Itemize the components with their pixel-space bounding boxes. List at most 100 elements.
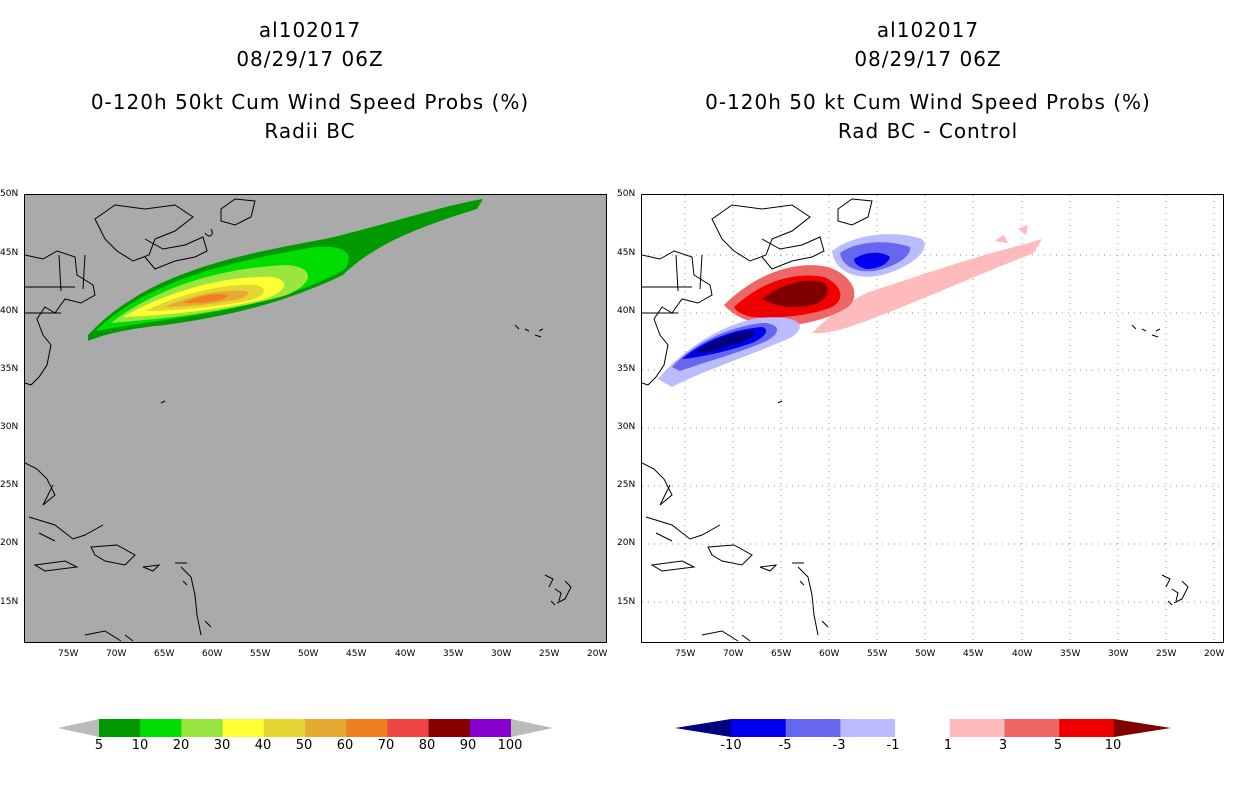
colorbar-swatch xyxy=(731,719,787,737)
left-colorbar-label: 90 xyxy=(459,738,477,753)
right-colorbar-label: 10 xyxy=(1104,738,1122,753)
left-colorbar-svg xyxy=(58,719,553,737)
right-lat-label: 20N xyxy=(617,538,636,548)
left-lat-label: 30N xyxy=(0,422,19,432)
left-lon-label: 20W xyxy=(587,649,608,659)
left-colorbar-label: 5 xyxy=(94,738,104,753)
right-lat-label: 15N xyxy=(617,597,636,607)
right-lat-label: 40N xyxy=(617,306,636,316)
right-lon-label: 55W xyxy=(867,649,888,659)
coastlines xyxy=(25,198,572,642)
left-lat-label: 50N xyxy=(0,189,19,199)
left-lat-label: 40N xyxy=(0,306,19,316)
right-lon-label: 60W xyxy=(819,649,840,659)
left-lon-label: 35W xyxy=(443,649,464,659)
colorbar-swatch xyxy=(840,719,896,737)
right-map-canvas xyxy=(642,195,1223,642)
colorbar-swatch xyxy=(346,719,388,737)
right-product: 0-120h 50 kt Cum Wind Speed Probs (%) xyxy=(705,90,1151,114)
left-lon-label: 45W xyxy=(346,649,367,659)
right-lat-label: 35N xyxy=(617,364,636,374)
left-lon-label: 50W xyxy=(298,649,319,659)
right-colorbar-label: -1 xyxy=(886,738,900,753)
left-colorbar xyxy=(58,719,553,737)
right-colorbar-label: -3 xyxy=(832,738,846,753)
left-title-block: al102017 08/29/17 06Z 0-120h 50kt Cum Wi… xyxy=(0,16,620,146)
colorbar-end-low xyxy=(675,719,731,737)
right-lon-label: 30W xyxy=(1108,649,1129,659)
left-lat-label: 35N xyxy=(0,364,19,374)
left-datetime: 08/29/17 06Z xyxy=(236,47,384,71)
right-lat-label: 45N xyxy=(617,248,636,258)
left-colorbar-label: 30 xyxy=(213,738,231,753)
right-lon-label: 20W xyxy=(1204,649,1225,659)
gridlines xyxy=(642,195,1223,642)
right-colorbar-label: -10 xyxy=(720,738,742,753)
right-colorbar-label: 3 xyxy=(998,738,1008,753)
right-lon-label: 35W xyxy=(1060,649,1081,659)
left-lon-label: 65W xyxy=(154,649,175,659)
left-colorbar-label: 80 xyxy=(418,738,436,753)
right-difference-map xyxy=(641,194,1224,643)
colorbar-swatch xyxy=(181,719,224,737)
colorbar-swatch xyxy=(140,719,182,737)
right-lon-label: 70W xyxy=(723,649,744,659)
left-lat-label: 45N xyxy=(0,248,19,258)
left-lat-label: 20N xyxy=(0,538,19,548)
right-lon-label: 65W xyxy=(771,649,792,659)
left-subtitle: Radii BC xyxy=(264,119,356,143)
left-colorbar-label: 100 xyxy=(497,738,523,753)
colorbar-swatch xyxy=(305,719,347,737)
coastlines-right xyxy=(642,198,1189,642)
left-lon-label: 55W xyxy=(250,649,271,659)
colorbar-swatch xyxy=(469,719,512,737)
colorbar-swatch xyxy=(1004,719,1060,737)
left-lat-label: 15N xyxy=(0,597,19,607)
right-colorbar xyxy=(675,719,1171,737)
probability-contours xyxy=(88,199,483,341)
left-lon-label: 75W xyxy=(58,649,79,659)
left-lon-label: 60W xyxy=(202,649,223,659)
left-lat-label: 25N xyxy=(0,480,19,490)
right-colorbar-label: 1 xyxy=(943,738,953,753)
left-colorbar-label: 70 xyxy=(377,738,395,753)
right-colorbar-label: -5 xyxy=(778,738,792,753)
colorbar-swatch xyxy=(387,719,430,737)
colorbar-swatch xyxy=(263,719,306,737)
colorbar-swatch xyxy=(949,719,1005,737)
right-colorbar-svg xyxy=(675,719,1171,737)
left-probability-map xyxy=(24,194,607,643)
colorbar-end-high xyxy=(511,719,553,737)
right-title-block: al102017 08/29/17 06Z 0-120h 50 kt Cum W… xyxy=(620,16,1236,146)
left-lon-label: 40W xyxy=(395,649,416,659)
left-lon-label: 70W xyxy=(106,649,127,659)
right-lon-label: 75W xyxy=(675,649,696,659)
left-colorbar-label: 10 xyxy=(131,738,149,753)
right-lat-label: 50N xyxy=(617,189,636,199)
left-colorbar-label: 50 xyxy=(295,738,313,753)
right-lon-label: 45W xyxy=(963,649,984,659)
left-lon-label: 25W xyxy=(539,649,560,659)
colorbar-swatch xyxy=(785,719,841,737)
left-colorbar-label: 60 xyxy=(336,738,354,753)
left-colorbar-label: 40 xyxy=(254,738,272,753)
right-lon-label: 25W xyxy=(1156,649,1177,659)
difference-contours xyxy=(658,225,1042,387)
colorbar-swatch xyxy=(99,719,141,737)
right-lon-label: 50W xyxy=(915,649,936,659)
right-subtitle: Rad BC - Control xyxy=(837,119,1019,143)
left-map-canvas xyxy=(25,198,572,642)
right-storm-id: al102017 xyxy=(876,18,980,42)
colorbar-swatch xyxy=(895,719,951,737)
right-lon-label: 40W xyxy=(1012,649,1033,659)
left-lon-label: 30W xyxy=(491,649,512,659)
left-product: 0-120h 50kt Cum Wind Speed Probs (%) xyxy=(90,90,530,114)
colorbar-swatch xyxy=(222,719,265,737)
left-storm-id: al102017 xyxy=(258,18,362,42)
right-colorbar-label: 5 xyxy=(1053,738,1063,753)
left-colorbar-label: 20 xyxy=(172,738,190,753)
colorbar-end-high xyxy=(1113,719,1171,737)
right-lat-label: 25N xyxy=(617,480,636,490)
right-lat-label: 30N xyxy=(617,422,636,432)
colorbar-end-low xyxy=(58,719,99,737)
